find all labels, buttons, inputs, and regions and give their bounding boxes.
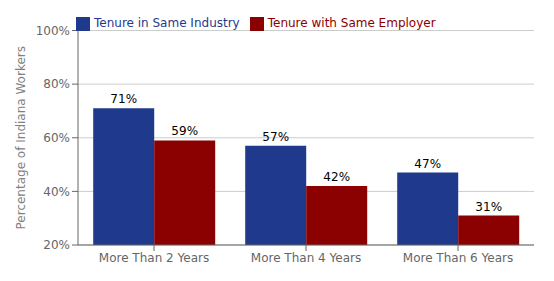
svg-text:59%: 59% xyxy=(171,124,198,138)
svg-text:More Than 2 Years: More Than 2 Years xyxy=(99,251,209,265)
svg-text:20%: 20% xyxy=(43,238,70,252)
svg-text:42%: 42% xyxy=(323,170,350,184)
svg-text:More Than 6 Years: More Than 6 Years xyxy=(403,251,513,265)
svg-text:More Than 4 Years: More Than 4 Years xyxy=(251,251,361,265)
svg-text:60%: 60% xyxy=(43,131,70,145)
svg-text:80%: 80% xyxy=(43,77,70,91)
svg-text:57%: 57% xyxy=(262,130,289,144)
svg-text:47%: 47% xyxy=(414,157,441,171)
svg-text:Percentage of Indiana Workers: Percentage of Indiana Workers xyxy=(14,46,28,229)
html-text:Tenure with Same Employer: Tenure with Same Employer xyxy=(267,16,436,30)
svg-text:31%: 31% xyxy=(475,200,502,214)
svg-text:71%: 71% xyxy=(110,92,137,106)
svg-text:40%: 40% xyxy=(43,185,70,199)
html-text:Tenure in Same Industry: Tenure in Same Industry xyxy=(94,16,240,30)
svg-text:100%: 100% xyxy=(36,24,70,38)
